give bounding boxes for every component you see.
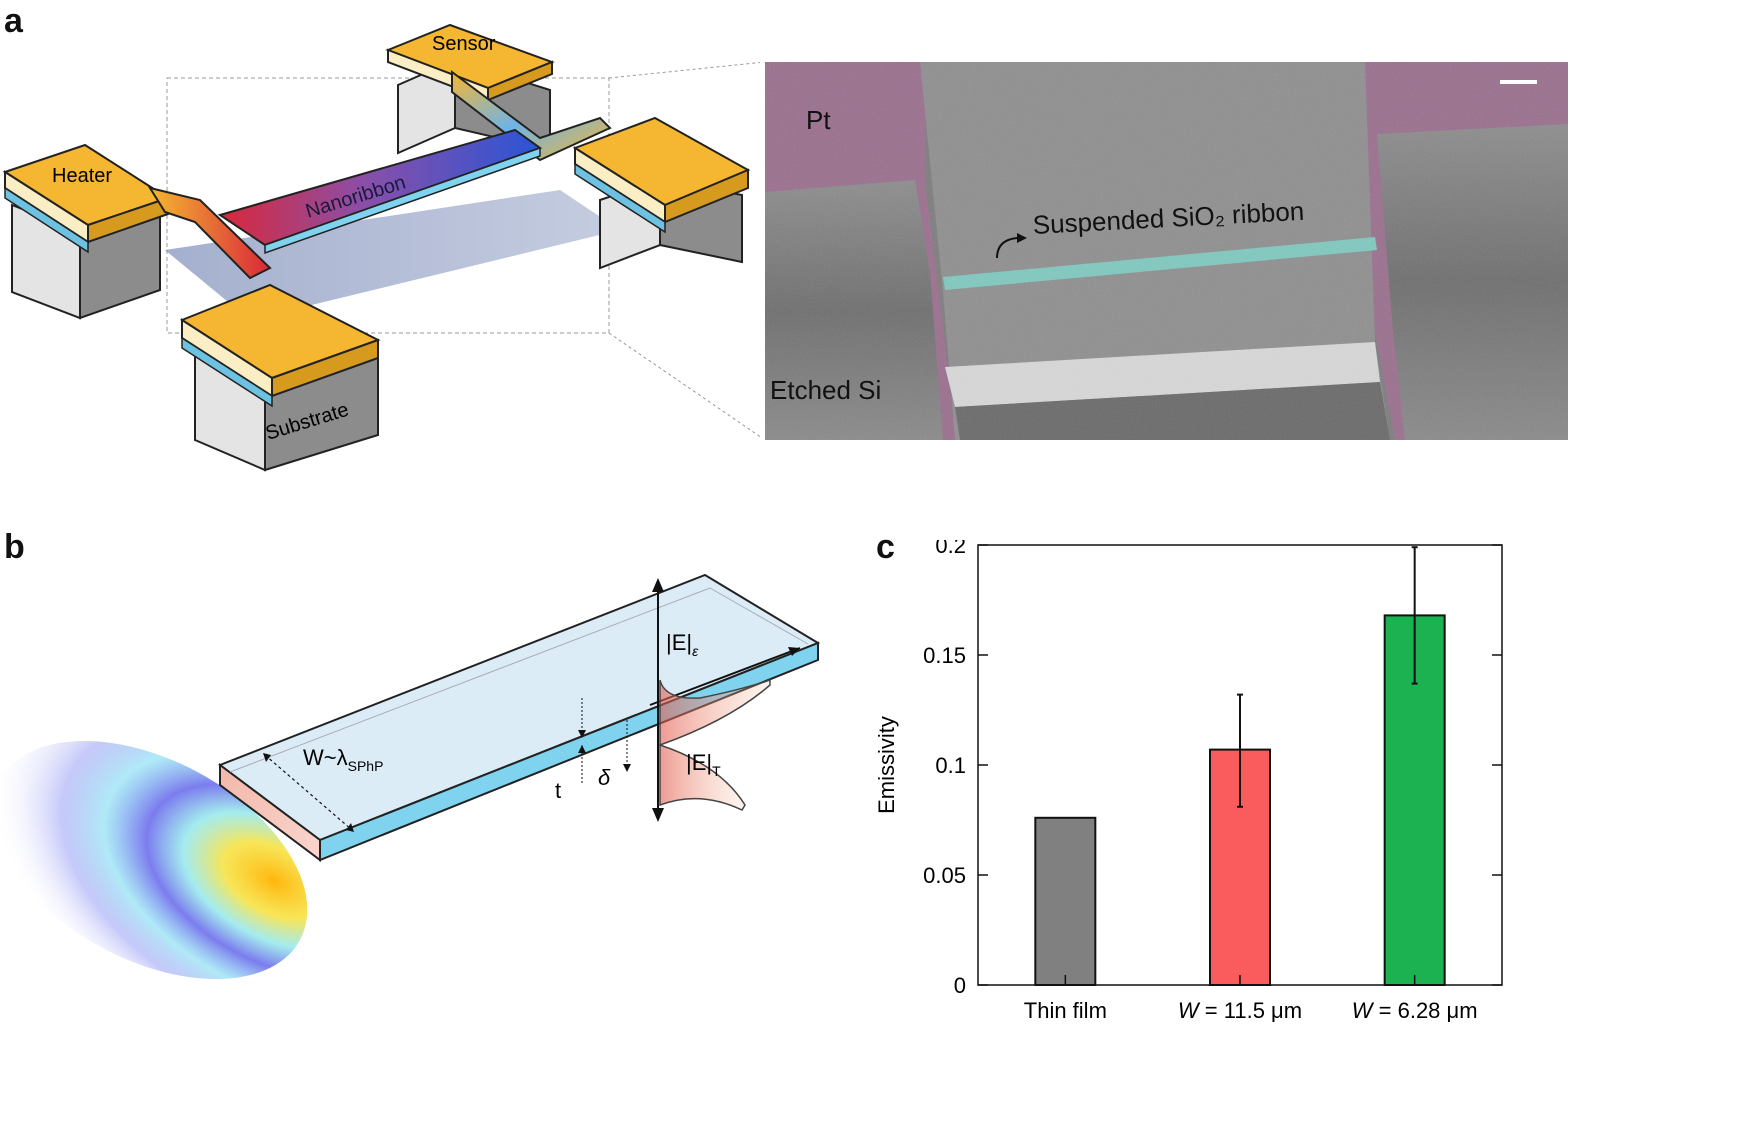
heater-arm [147, 186, 272, 280]
right-pad [572, 116, 751, 270]
y-axis: 0 0.05 0.1 0.15 0.2 [923, 540, 1502, 998]
sem-label-etched-si: Etched Si [770, 375, 882, 405]
sem-image [765, 62, 1568, 440]
label-depth: δ [598, 765, 611, 790]
sensor-arm [451, 70, 612, 162]
ribbon-end [219, 763, 321, 862]
bar [1034, 816, 1097, 986]
y-tick-label: 0.15 [923, 643, 966, 668]
emissivity-bar-chart: 0 0.05 0.1 0.15 0.2 Thin film W = 11.5 μm W = … [874, 540, 1503, 1023]
width-arrow [264, 754, 353, 831]
label-sensor: Sensor [432, 33, 496, 55]
ribbon-arrow [996, 237, 1018, 259]
zoom-line-bottom [608, 332, 760, 438]
x-tick-label: W = 6.28 μm [1352, 998, 1478, 1023]
label-heater: Heater [52, 165, 112, 187]
y-tick-label: 0.1 [935, 753, 966, 778]
label-field-e: |E|ε [666, 630, 699, 659]
field-profile-top [659, 678, 771, 747]
zoom-line-top [608, 62, 760, 79]
device-schematic: Sensor Heater Nanoribbon Substrate [2, 23, 760, 472]
label-thickness: t [555, 778, 561, 803]
substrate-pad [179, 283, 381, 472]
x-axis: Thin film W = 11.5 μm W = 6.28 μm [1024, 975, 1478, 1023]
heater-pad [2, 143, 171, 320]
field-profile-bottom [659, 743, 746, 811]
emission-wave [0, 740, 308, 980]
y-tick-label: 0.05 [923, 863, 966, 888]
sem-label-pt: Pt [806, 105, 831, 135]
ribbon-shadow [165, 190, 620, 320]
panel-letter-a: a [4, 2, 23, 40]
bars [1034, 546, 1446, 987]
x-tick-label: Thin film [1024, 998, 1107, 1023]
label-width: W~λSPhP [303, 745, 383, 774]
x-tick-label: W = 11.5 μm [1178, 998, 1302, 1023]
y-tick-label: 0.2 [935, 540, 966, 558]
y-axis-label: Emissivity [874, 716, 899, 814]
panel-letter-b: b [4, 528, 25, 566]
label-field-t: |E|T [686, 750, 721, 779]
ribbon-field-schematic: W~λSPhP t δ |E|ε |E|T [0, 573, 821, 980]
y-tick-label: 0 [954, 973, 966, 998]
panel-letter-c: c [876, 528, 895, 566]
